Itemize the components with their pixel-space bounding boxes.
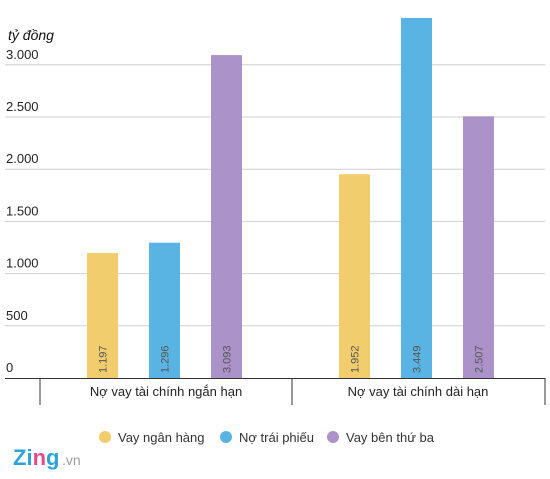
- bar: [87, 253, 118, 378]
- bar-value-label: 3.093: [222, 345, 234, 373]
- unit-label: tỷ đồng: [8, 27, 54, 43]
- bars: 1.197 1.296 3.093 1.952 3.449 2.507: [87, 17, 494, 379]
- bar: [339, 174, 370, 378]
- bar-value-label: 2.507: [474, 345, 486, 373]
- y-tick-label: 1.000: [6, 256, 39, 271]
- bar-value-label: 1.952: [350, 345, 362, 373]
- legend-label: Vay bên thứ ba: [346, 430, 435, 445]
- bar-value-label: 1.197: [98, 345, 110, 373]
- y-tick-label: 500: [6, 308, 28, 323]
- bar: [211, 55, 242, 379]
- legend-swatch: [327, 431, 339, 443]
- bar: [149, 242, 180, 378]
- x-category-label: Nợ vay tài chính dài hạn: [348, 384, 489, 399]
- y-tick-label: 1.500: [6, 203, 39, 218]
- legend-label: Nợ trái phiếu: [239, 430, 314, 445]
- svg-text:Zing: Zing: [13, 445, 59, 470]
- logo-suffix: .vn: [62, 452, 81, 468]
- legend-label: Vay ngân hàng: [118, 430, 205, 445]
- bar-value-label: 1.296: [160, 345, 172, 373]
- y-tick-label: 2.000: [6, 151, 39, 166]
- bar: [463, 116, 494, 379]
- x-axis: Nợ vay tài chính ngắn hạn Nợ vay tài chín…: [5, 378, 546, 405]
- x-category-label: Nợ vay tài chính ngắn hạn: [90, 384, 242, 399]
- y-tick-label: 2.500: [6, 99, 39, 114]
- legend-swatch: [99, 431, 111, 443]
- y-axis-ticks: 0 500 1.000 1.500 2.000 2.500 3.000: [6, 47, 39, 375]
- y-tick-label: 0: [6, 360, 13, 375]
- legend: Vay ngân hàng Nợ trái phiếu Vay bên thứ ba: [99, 430, 435, 445]
- bar-value-label: 3.449: [412, 345, 424, 373]
- bar: [401, 17, 432, 378]
- legend-swatch: [220, 431, 232, 443]
- zing-logo: Zing .vn: [13, 445, 81, 470]
- y-tick-label: 3.000: [6, 47, 39, 62]
